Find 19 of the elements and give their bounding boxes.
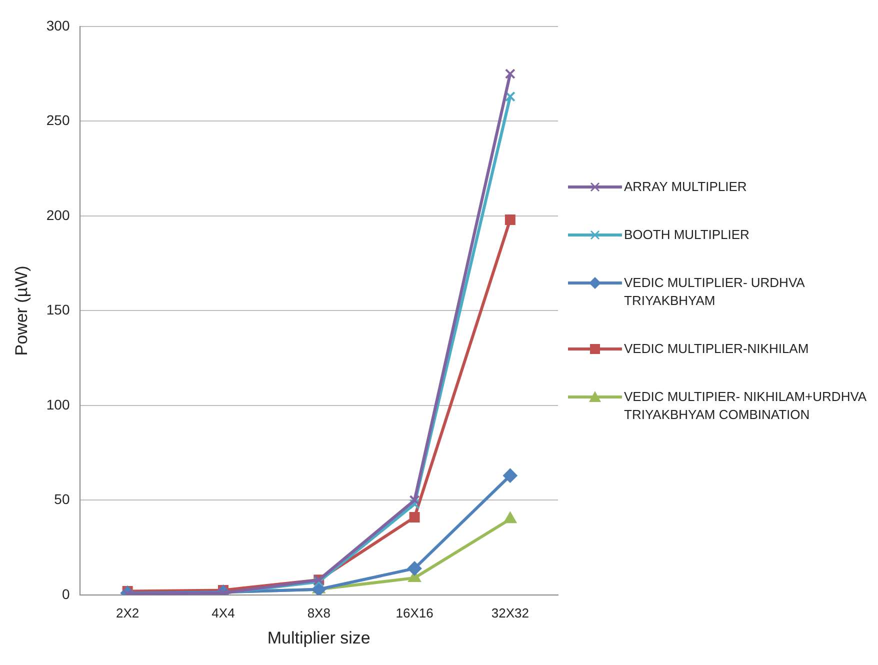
legend-label: BOOTH MULTIPLIER [624, 226, 750, 244]
x-tick-label: 4X4 [212, 605, 235, 620]
y-tick-label: 200 [46, 206, 70, 223]
x-axis-title: Multiplier size [267, 628, 370, 648]
y-tick-label: 300 [46, 17, 70, 34]
legend-label: ARRAY MULTIPLIER [624, 178, 747, 196]
legend-label: VEDIC MULTIPLIER-NIKHILAM [624, 340, 809, 358]
y-tick-label: 0 [62, 586, 70, 602]
x-tick-label: 32X32 [491, 605, 529, 620]
legend-label: VEDIC MULTIPLIER- URDHVA TRIYAKBHYAM [624, 274, 806, 310]
x-tick-label: 2X2 [116, 605, 140, 620]
y-tick-label: 100 [46, 396, 70, 412]
y-axis-title: Power (µW) [12, 266, 31, 356]
y-tick-label: 50 [54, 491, 70, 508]
y-tick-label: 150 [46, 302, 70, 318]
x-tick-label: 16X16 [396, 605, 434, 620]
legend-label: VEDIC MULTIPIER- NIKHILAM+URDHVA TRIYAKBHYAM COMBINATION [624, 388, 868, 424]
x-tick-label: 8X8 [307, 605, 330, 620]
y-tick-label: 250 [46, 112, 70, 128]
